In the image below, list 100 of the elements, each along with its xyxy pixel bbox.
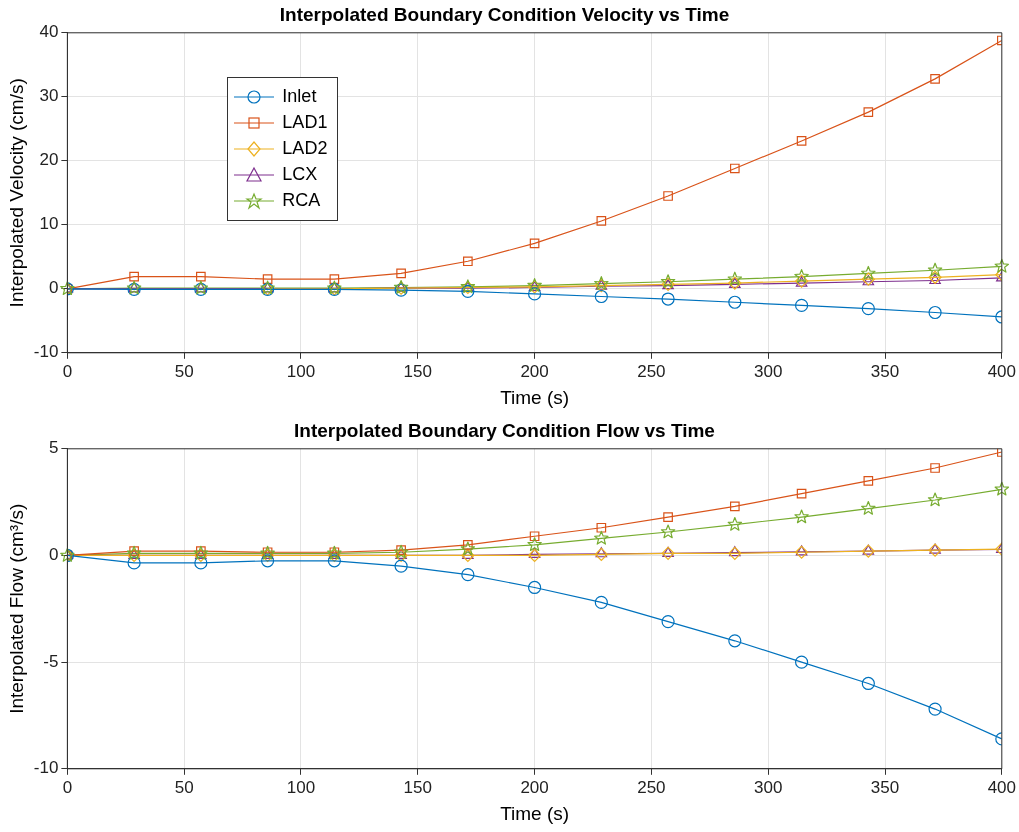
legend-label: LAD1 xyxy=(282,112,328,134)
point xyxy=(463,539,473,550)
point xyxy=(329,274,340,285)
point xyxy=(661,615,675,629)
point xyxy=(727,516,743,531)
point xyxy=(861,676,875,691)
point xyxy=(928,305,942,320)
point xyxy=(794,298,809,313)
legend-label: Inlet xyxy=(282,86,317,108)
point xyxy=(663,512,673,522)
point xyxy=(460,541,476,556)
chart-title: Interpolated Boundary Condition Velocity vs Time xyxy=(279,3,730,25)
point xyxy=(127,556,141,570)
point xyxy=(594,595,608,609)
point xyxy=(927,262,943,277)
x-tick-label: 350 xyxy=(870,361,900,381)
point xyxy=(794,655,809,669)
legend-label: LAD2 xyxy=(282,138,328,160)
point xyxy=(529,531,540,542)
point xyxy=(529,238,540,249)
point xyxy=(596,216,607,226)
point xyxy=(594,530,609,545)
point xyxy=(194,556,208,570)
point xyxy=(861,265,876,280)
x-tick-label: 300 xyxy=(754,361,783,381)
point xyxy=(729,163,740,174)
y-tick-label: 20 xyxy=(39,150,59,170)
point xyxy=(794,269,809,283)
point xyxy=(596,522,607,533)
x-tick-label: 50 xyxy=(174,361,194,381)
legend-label: LCX xyxy=(282,164,318,186)
x-tick-label: 150 xyxy=(403,777,432,797)
x-tick-label: 50 xyxy=(174,777,194,797)
x-axis-title: Time (s) xyxy=(500,802,570,824)
y-axis-title: Interpolated Velocity (cm/s) xyxy=(5,78,27,308)
x-tick-label: 300 xyxy=(754,777,783,797)
point xyxy=(661,292,675,306)
x-tick-label: 400 xyxy=(987,777,1017,797)
x-tick-label: 0 xyxy=(62,361,73,381)
point xyxy=(594,289,608,304)
legend-label: RCA xyxy=(282,190,321,212)
point xyxy=(928,702,942,716)
point xyxy=(396,268,406,279)
y-tick-label: 30 xyxy=(39,86,59,106)
point xyxy=(129,271,139,282)
x-tick-label: 400 xyxy=(987,361,1017,381)
point xyxy=(861,302,875,316)
chart-title: Interpolated Boundary Condition Flow vs Time xyxy=(294,419,715,441)
point xyxy=(60,547,75,562)
point xyxy=(461,284,475,298)
x-tick-label: 200 xyxy=(520,361,549,381)
y-tick-label: 5 xyxy=(48,438,59,458)
point xyxy=(927,492,943,507)
point xyxy=(461,568,475,582)
point xyxy=(930,463,940,473)
y-tick-label: 0 xyxy=(48,278,59,298)
y-tick-label: -10 xyxy=(33,758,59,778)
x-tick-label: 350 xyxy=(870,777,900,797)
point xyxy=(527,548,542,563)
x-tick-label: 200 xyxy=(520,777,549,797)
point xyxy=(994,258,1010,273)
x-tick-label: 250 xyxy=(637,777,666,797)
point xyxy=(863,107,874,117)
point xyxy=(796,488,807,499)
point xyxy=(261,554,275,568)
point xyxy=(729,501,740,512)
x-tick-label: 150 xyxy=(403,361,432,381)
x-tick-label: 250 xyxy=(637,361,666,381)
point xyxy=(930,74,940,84)
x-tick-label: 100 xyxy=(286,777,316,797)
point xyxy=(262,274,273,285)
point xyxy=(863,475,874,486)
y-tick-label: 10 xyxy=(39,214,59,234)
point xyxy=(393,544,409,559)
y-tick-label: -5 xyxy=(43,651,59,671)
x-tick-label: 0 xyxy=(62,777,73,797)
y-axis-title: Interpolated Flow (cm³/s) xyxy=(5,503,27,714)
point xyxy=(796,136,807,146)
y-tick-label: 40 xyxy=(39,22,59,42)
point xyxy=(527,537,542,552)
point xyxy=(528,547,541,558)
point xyxy=(727,271,743,286)
point xyxy=(728,634,742,648)
point xyxy=(728,295,742,309)
point xyxy=(327,554,341,568)
point xyxy=(527,287,542,301)
y-tick-label: -10 xyxy=(33,342,59,362)
x-tick-label: 100 xyxy=(286,361,316,381)
y-tick-label: 0 xyxy=(48,545,59,565)
point xyxy=(196,271,206,282)
point xyxy=(394,559,408,573)
point xyxy=(463,256,473,267)
point xyxy=(861,500,876,515)
point xyxy=(994,481,1010,496)
x-axis-title: Time (s) xyxy=(500,386,570,408)
point xyxy=(794,509,809,524)
point xyxy=(527,580,542,595)
point xyxy=(660,524,676,539)
point xyxy=(60,281,75,296)
point xyxy=(663,191,673,201)
